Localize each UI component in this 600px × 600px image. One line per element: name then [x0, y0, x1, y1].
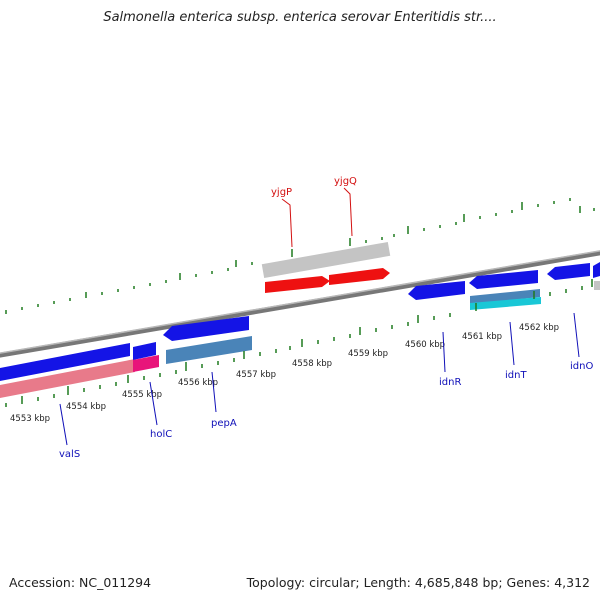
scale-label: 4557 kbp: [236, 370, 276, 380]
gene-holC[interactable]: [133, 342, 156, 360]
gene-label-yjgQ[interactable]: yjgQ: [334, 176, 357, 187]
gene-label-idnT[interactable]: idnT: [505, 370, 527, 381]
gene-valS[interactable]: [0, 343, 130, 381]
gene-label-pepA[interactable]: pepA: [211, 418, 237, 429]
gene-valS-pink[interactable]: [0, 359, 135, 398]
gene-label-idnR[interactable]: idnR: [439, 377, 461, 388]
gene-idnR[interactable]: [408, 281, 465, 300]
gene-idnT-cyan[interactable]: [470, 297, 541, 310]
gene-idnT-steel[interactable]: [470, 289, 540, 304]
scale-label: 4560 kbp: [405, 340, 445, 350]
genome-backbone: [0, 250, 600, 358]
scale-label: 4558 kbp: [292, 359, 332, 369]
gene-yjgQ[interactable]: [329, 268, 390, 285]
gene-pepA-steel[interactable]: [166, 336, 252, 364]
gene-label-idnO[interactable]: idnO: [570, 361, 593, 372]
scale-label: 4556 kbp: [178, 378, 218, 388]
scale-label: 4561 kbp: [462, 332, 502, 342]
gene-holC-magenta[interactable]: [133, 355, 159, 372]
scale-labels: 4553 kbp 4554 kbp 4555 kbp 4556 kbp 4557…: [10, 323, 559, 424]
accession-text: Accession: NC_011294: [9, 575, 152, 590]
scale-label: 4555 kbp: [122, 390, 162, 400]
gene-yjgP[interactable]: [265, 276, 330, 293]
scale-label: 4559 kbp: [348, 349, 388, 359]
lower-tick-track: [5, 279, 593, 407]
upper-tick-track: [5, 198, 595, 314]
map-title: Salmonella enterica subsp. enterica sero…: [103, 10, 497, 25]
gene-gray-bar: [261, 241, 391, 279]
scale-label: 4553 kbp: [10, 414, 50, 424]
scale-label: 4562 kbp: [519, 323, 559, 333]
forward-genes: [261, 241, 391, 293]
gene-label-yjgP[interactable]: yjgP: [271, 187, 292, 198]
gene-grey-stub: [594, 281, 600, 290]
scale-label: 4554 kbp: [66, 402, 106, 412]
gene-labels: yjgP yjgQ valS holC pepA idnR idnT idnO: [59, 176, 593, 460]
label-leaders: [59, 187, 580, 446]
gene-idnO[interactable]: [547, 263, 590, 280]
reverse-genes: [0, 262, 600, 398]
gene-label-valS[interactable]: valS: [59, 449, 80, 460]
topology-summary-text: Topology: circular; Length: 4,685,848 bp…: [246, 575, 590, 590]
gene-pepA[interactable]: [163, 316, 249, 341]
gene-idnO-next[interactable]: [593, 262, 600, 278]
gene-label-holC[interactable]: holC: [150, 429, 172, 440]
gene-idnT[interactable]: [469, 270, 538, 289]
